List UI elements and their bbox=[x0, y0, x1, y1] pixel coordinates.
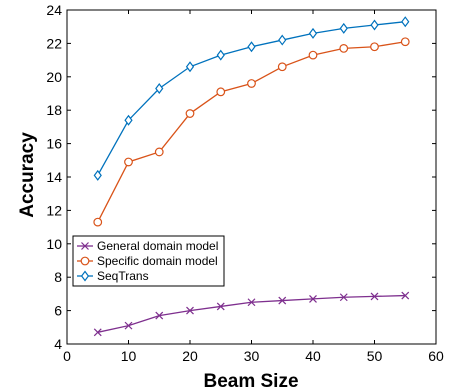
y-tick-label: 12 bbox=[46, 202, 62, 218]
x-tick-label: 20 bbox=[182, 348, 198, 364]
data-point bbox=[93, 328, 102, 337]
y-tick-label: 16 bbox=[46, 136, 62, 152]
y-tick-label: 18 bbox=[46, 102, 62, 118]
data-point bbox=[216, 87, 226, 97]
data-point bbox=[124, 321, 133, 330]
data-point bbox=[308, 50, 318, 60]
data-point bbox=[247, 298, 256, 307]
data-point bbox=[155, 82, 164, 94]
series-line bbox=[97, 41, 406, 223]
legend-marker bbox=[80, 270, 90, 282]
data-point bbox=[401, 16, 410, 28]
series-line bbox=[97, 294, 406, 333]
y-tick-label: 6 bbox=[54, 303, 62, 319]
legend-label: Specific domain model bbox=[97, 254, 218, 268]
x-tick-label: 60 bbox=[428, 348, 444, 364]
series-1 bbox=[93, 37, 410, 227]
data-point bbox=[124, 114, 133, 126]
y-tick-label: 22 bbox=[46, 35, 62, 51]
data-point bbox=[185, 61, 195, 73]
axes-box bbox=[66, 9, 437, 345]
data-point bbox=[216, 302, 225, 311]
data-point bbox=[278, 296, 287, 305]
data-point bbox=[309, 294, 317, 303]
data-point bbox=[339, 44, 349, 53]
data-point bbox=[155, 311, 164, 320]
legend-item: General domain model bbox=[77, 239, 218, 253]
series-2 bbox=[93, 16, 410, 181]
x-tick-label: 10 bbox=[121, 348, 137, 364]
series-0 bbox=[93, 291, 410, 337]
data-point bbox=[216, 49, 225, 61]
data-point bbox=[154, 147, 164, 157]
data-point bbox=[370, 19, 379, 31]
legend-label: SeqTrans bbox=[97, 269, 149, 283]
x-tick-label: 40 bbox=[305, 348, 321, 364]
data-point bbox=[185, 109, 195, 118]
legend-item: SeqTrans bbox=[77, 269, 149, 283]
data-point bbox=[370, 292, 379, 301]
data-point bbox=[186, 306, 194, 315]
legend-marker bbox=[80, 256, 90, 266]
data-point bbox=[339, 22, 348, 34]
data-point bbox=[247, 79, 256, 88]
x-tick-label: 30 bbox=[244, 348, 260, 364]
y-tick-label: 10 bbox=[46, 236, 62, 252]
data-point bbox=[308, 27, 318, 39]
data-point bbox=[339, 293, 348, 302]
x-tick-label: 0 bbox=[63, 348, 71, 364]
y-axis-title: Accuracy bbox=[17, 132, 38, 218]
x-axis-title: Beam Size bbox=[203, 371, 298, 392]
y-tick-label: 4 bbox=[54, 336, 62, 352]
data-point bbox=[124, 157, 133, 167]
data-point bbox=[247, 41, 256, 53]
legend-box bbox=[72, 235, 225, 287]
y-tick-label: 8 bbox=[54, 269, 62, 285]
data-point bbox=[93, 169, 102, 181]
legend-item: Specific domain model bbox=[77, 254, 218, 268]
data-point bbox=[370, 42, 379, 52]
x-tick-label: 50 bbox=[367, 348, 383, 364]
data-point bbox=[278, 34, 287, 46]
plot-area: 0 10 20 30 40 50 60 4 6 8 10 12 14 16 18 20 22 24 bbox=[46, 2, 444, 364]
data-point bbox=[277, 62, 287, 72]
legend-marker bbox=[81, 242, 89, 250]
y-tick-label: 24 bbox=[46, 2, 62, 18]
legend-label: General domain model bbox=[97, 239, 218, 253]
data-point bbox=[93, 217, 103, 227]
data-point bbox=[401, 291, 410, 300]
y-tick-label: 20 bbox=[46, 69, 62, 85]
data-point bbox=[400, 37, 410, 47]
y-tick-label: 14 bbox=[46, 169, 62, 185]
